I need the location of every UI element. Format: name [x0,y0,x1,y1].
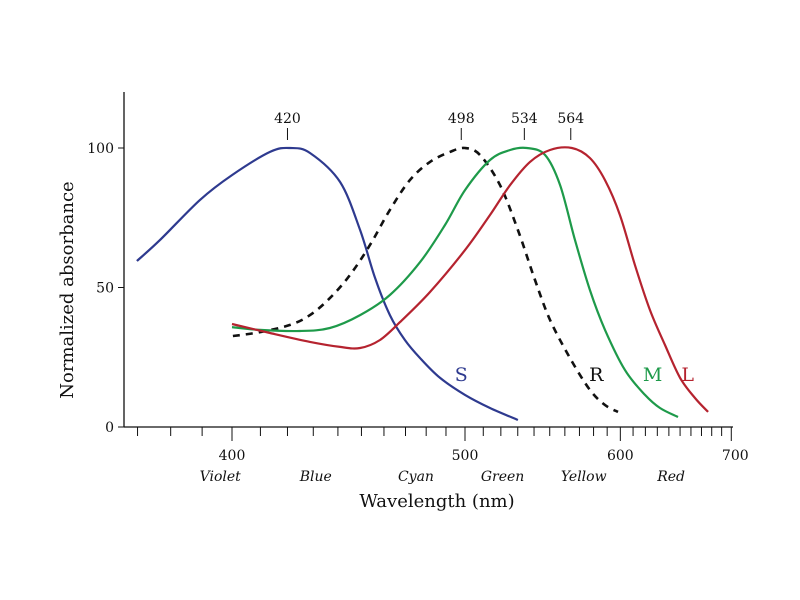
y-tick-label: 50 [96,281,114,297]
y-tick-label: 0 [105,420,114,436]
curve-m [231,146,679,418]
color-band-label: Green [481,469,524,485]
color-band-label: Violet [200,469,242,485]
color-band-label: Yellow [561,469,607,485]
curve-s [136,146,519,422]
peak-label: 534 [511,111,538,127]
x-tick-label: 700 [722,448,749,464]
curve-label-m: M [643,364,662,386]
color-band-label: Red [656,469,685,485]
peak-label: 564 [557,111,584,127]
curve-r [232,146,619,414]
curve-label-s: S [455,364,468,386]
y-tick-label: 100 [87,141,114,157]
peak-label: 420 [274,111,301,127]
curve-label-l: L [681,364,694,386]
color-band-label: Cyan [398,469,434,485]
x-tick-label: 400 [219,448,246,464]
x-tick-label: 500 [452,448,479,464]
curve-l [231,146,709,413]
color-band-label: Blue [299,469,332,485]
x-tick-label: 600 [607,448,634,464]
curve-label-r: R [589,364,604,386]
x-axis-title: Wavelength (nm) [359,491,514,512]
peak-label: 498 [448,111,475,127]
y-axis-title: Normalized absorbance [57,181,78,398]
